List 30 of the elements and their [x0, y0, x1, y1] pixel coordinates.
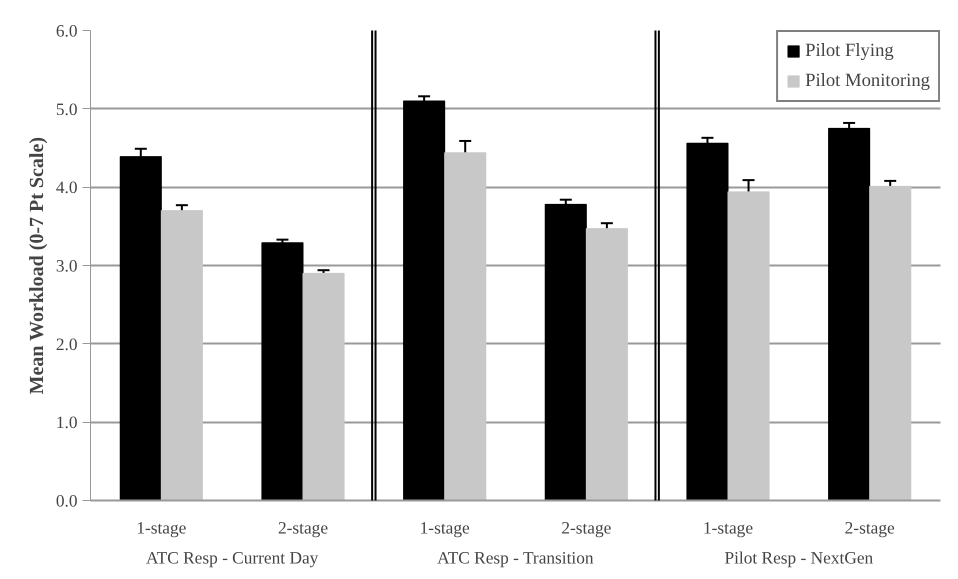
bar [869, 186, 912, 500]
bar [444, 152, 486, 500]
x-tick-label: 1-stage [702, 518, 754, 538]
bar [261, 242, 304, 500]
y-tick-label: 2.0 [56, 334, 78, 354]
legend-label: Pilot Flying [805, 40, 894, 62]
bar [686, 142, 728, 500]
x-tick-label: 2-stage [561, 518, 612, 538]
legend-label: Pilot Monitoring [805, 70, 930, 92]
y-axis-title: Mean Workload (0-7 Pt Scale) [26, 136, 48, 394]
bar [403, 100, 446, 500]
x-tick-label: 2-stage [278, 518, 328, 538]
y-tick-label: 3.0 [56, 256, 78, 276]
bar [828, 128, 870, 500]
bar [544, 204, 587, 500]
y-tick-label: 1.0 [56, 413, 78, 432]
x-tick-label: 2-stage [844, 518, 895, 538]
y-tick-label: 5.0 [56, 100, 78, 119]
y-tick-label: 0.0 [56, 492, 78, 510]
y-tick-label: 6.0 [56, 22, 78, 40]
x-tick-label: 1-stage [420, 518, 470, 538]
bar [586, 228, 628, 500]
bar [160, 210, 203, 500]
text: ATC Resp - Transition [437, 548, 594, 568]
text: Pilot Resp - NextGen [724, 548, 874, 568]
y-tick-label: 4.0 [56, 178, 78, 198]
bar [302, 272, 345, 500]
x-tick-label: 1-stage [136, 518, 187, 538]
bar [728, 191, 770, 500]
text: ATC Resp - Current Day [146, 548, 319, 568]
